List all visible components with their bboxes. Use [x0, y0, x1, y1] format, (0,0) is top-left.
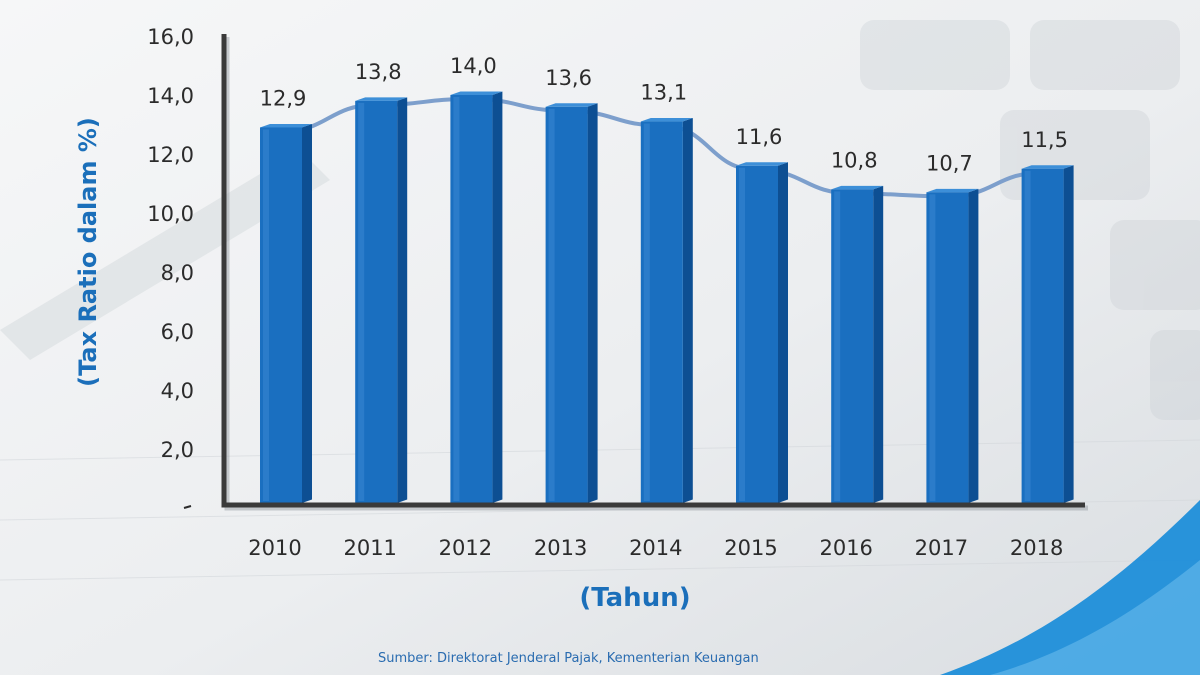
- bar-side: [682, 118, 693, 504]
- x-tick-label: 2012: [439, 536, 492, 560]
- bar: [450, 91, 503, 503]
- bar: [1021, 165, 1074, 503]
- y-tick-label: 10,0: [147, 202, 194, 226]
- x-tick-label: 2018: [1010, 536, 1063, 560]
- bar-highlight: [263, 129, 269, 501]
- x-tick-label: 2015: [724, 536, 777, 560]
- y-axis-title-text: (Tax Ratio dalam %): [74, 117, 102, 387]
- data-label: 10,8: [831, 148, 878, 172]
- bar-top: [450, 91, 503, 95]
- origin-mark: [183, 505, 192, 509]
- bar-side: [397, 97, 408, 504]
- y-axis-ticks: 2,0 4,0 6,0 8,0 10,0 12,0 14,0 16,0: [147, 25, 194, 509]
- x-tick-label: 2017: [915, 536, 968, 560]
- data-label: 13,1: [640, 81, 687, 105]
- bar-top: [545, 103, 598, 107]
- bar-top: [260, 123, 312, 128]
- bar: [260, 123, 312, 503]
- x-tick-label: 2010: [248, 536, 301, 560]
- bar-top: [640, 118, 693, 122]
- bar-top: [355, 97, 408, 101]
- source-note: Sumber: Direktorat Jenderal Pajak, Kemen…: [378, 651, 759, 666]
- y-tick-label: 16,0: [147, 25, 194, 49]
- data-label: 11,5: [1021, 128, 1068, 152]
- bar-highlight: [453, 97, 460, 501]
- x-axis-title: (Tahun): [579, 583, 691, 613]
- bar-side: [968, 188, 979, 503]
- bar-highlight: [548, 108, 555, 502]
- x-axis-ticks: 2010 2011 2012 2013 2014 2015 2016 2017 2018: [248, 536, 1063, 560]
- axes: [221, 34, 1088, 511]
- axis-line: [221, 34, 1085, 508]
- bar: [640, 118, 693, 504]
- y-tick-label: 8,0: [161, 261, 194, 285]
- bar-top: [736, 162, 788, 166]
- bar: [545, 103, 598, 504]
- y-tick-label: 4,0: [161, 379, 194, 403]
- bar-top: [831, 185, 884, 190]
- bar-top: [1021, 165, 1074, 169]
- bar-highlight: [643, 123, 650, 502]
- bar-side: [1063, 165, 1074, 503]
- bar: [736, 162, 788, 504]
- y-tick-label: 14,0: [147, 84, 194, 108]
- bar-side: [778, 162, 788, 504]
- bar: [355, 97, 408, 504]
- axis-shadow: [224, 37, 1088, 511]
- data-label: 13,6: [545, 66, 592, 90]
- bar-highlight: [1024, 170, 1031, 501]
- bar-highlight: [358, 102, 365, 502]
- data-labels: 12,9 13,8 14,0 13,6 13,1 11,6 10,8 10,7 11,5: [260, 54, 1068, 175]
- bar-highlight: [739, 167, 745, 502]
- bar-highlight: [929, 194, 936, 501]
- y-tick-label: 6,0: [161, 320, 194, 344]
- bar-side: [873, 185, 884, 503]
- bar-side: [492, 91, 503, 503]
- x-tick-label: 2011: [343, 536, 396, 560]
- y-tick-label: 2,0: [161, 438, 194, 462]
- data-label: 10,7: [926, 151, 973, 175]
- bar-top: [926, 188, 979, 193]
- data-label: 12,9: [260, 86, 307, 110]
- data-label: 14,0: [450, 54, 497, 78]
- data-label: 11,6: [736, 125, 783, 149]
- bar-side: [587, 103, 598, 504]
- data-label: 13,8: [355, 60, 402, 84]
- x-tick-label: 2013: [534, 536, 587, 560]
- bar-side: [302, 123, 312, 503]
- bar: [831, 185, 884, 503]
- x-tick-label: 2016: [819, 536, 872, 560]
- bars: [260, 91, 1074, 504]
- bar: [926, 188, 979, 503]
- bar-highlight: [834, 191, 841, 501]
- x-tick-label: 2014: [629, 536, 682, 560]
- y-tick-label: 12,0: [147, 143, 194, 167]
